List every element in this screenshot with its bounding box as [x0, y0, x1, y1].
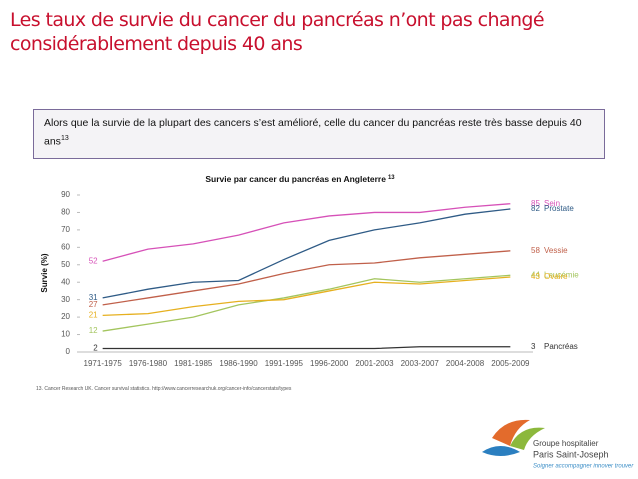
end-label: 58: [531, 246, 540, 255]
callout: Alors que la survie de la plupart des ca…: [33, 109, 605, 159]
x-tick-label: 2001-2003: [355, 359, 394, 368]
chart-title-text: Survie par cancer du pancréas en Anglete…: [205, 174, 386, 184]
title-line: Les taux de survie du cancer du pancréas…: [10, 9, 545, 31]
legend-label: Vessie: [544, 246, 568, 255]
y-tick-label: 10: [61, 330, 70, 339]
legend-label: Prostate: [544, 204, 574, 213]
legend-label: Sein: [544, 199, 560, 208]
start-label: 12: [89, 326, 98, 335]
chart-title-ref: 13: [388, 175, 395, 181]
x-tick-label: 2004-2008: [446, 359, 485, 368]
logo-tagline: Soigner accompagner innover trouver: [533, 464, 634, 470]
end-label: 82: [531, 204, 540, 213]
x-tick-label: 1981-1985: [174, 359, 213, 368]
x-tick-label: 1986-1990: [219, 359, 258, 368]
logo-text: Groupe hospitalier: [533, 439, 599, 448]
start-label: 27: [89, 300, 98, 309]
series-line: [102, 208, 511, 299]
start-label: 21: [89, 310, 98, 319]
y-tick-label: 70: [61, 225, 70, 234]
x-tick-label: 2003-2007: [401, 359, 440, 368]
callout-text: Alors que la survie de la plupart des ca…: [44, 117, 582, 148]
y-tick-label: 80: [61, 208, 70, 217]
y-tick-label: 90: [61, 190, 70, 199]
y-tick-label: 30: [61, 295, 70, 304]
logo: Groupe hospitalier Paris Saint-Joseph So…: [482, 419, 634, 470]
series-line: [102, 250, 511, 306]
legend-label: Ovaire: [544, 272, 568, 281]
y-axis-label: Survie (%): [40, 253, 49, 292]
y-tick-label: 60: [61, 242, 70, 251]
chart-title: Survie par cancer du pancréas en Anglete…: [205, 174, 395, 184]
series-line: [102, 346, 511, 350]
legend-label: Leucémie: [544, 270, 579, 279]
logo-text: Paris Saint-Joseph: [533, 449, 609, 459]
series-line: [102, 276, 511, 317]
start-label: 2: [93, 344, 98, 353]
slide-title: Les taux de survie du cancer du pancréas…: [10, 8, 545, 56]
x-tick-label: 2005-2009: [491, 359, 530, 368]
footnote: 13. Cancer Research UK. Cancer survival …: [36, 386, 292, 392]
y-tick-label: 20: [61, 312, 70, 321]
x-tick-label: 1996-2000: [310, 359, 349, 368]
end-label: 85: [531, 199, 540, 208]
x-tick-label: 1971-1975: [84, 359, 123, 368]
logo-shape: [482, 446, 520, 456]
logo-shape: [492, 419, 530, 446]
logo-shape: [510, 427, 545, 450]
legend-label: Pancréas: [544, 342, 578, 351]
x-tick-label: 1991-1995: [265, 359, 304, 368]
start-label: 31: [89, 293, 98, 302]
series-line: [102, 203, 511, 262]
series-line: [102, 274, 511, 332]
end-label: 44: [531, 270, 540, 279]
start-label: 52: [89, 256, 98, 265]
y-tick-label: 0: [66, 347, 71, 356]
callout-ref: 13: [60, 135, 69, 142]
end-label: 3: [531, 342, 536, 351]
y-tick-label: 50: [61, 260, 70, 269]
y-tick-label: 40: [61, 277, 70, 286]
title-line: considérablement depuis 40 ans: [10, 33, 303, 55]
x-tick-label: 1976-1980: [129, 359, 168, 368]
end-label: 43: [531, 272, 540, 281]
